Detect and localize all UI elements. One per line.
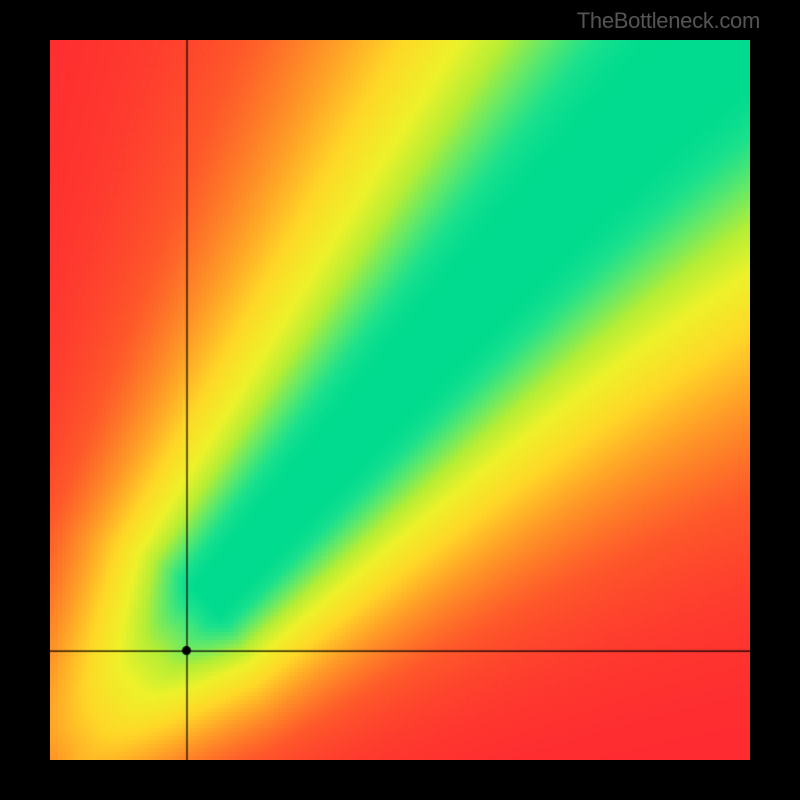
watermark-text: TheBottleneck.com xyxy=(577,8,760,34)
heatmap-plot xyxy=(50,40,750,760)
heatmap-canvas xyxy=(50,40,750,760)
